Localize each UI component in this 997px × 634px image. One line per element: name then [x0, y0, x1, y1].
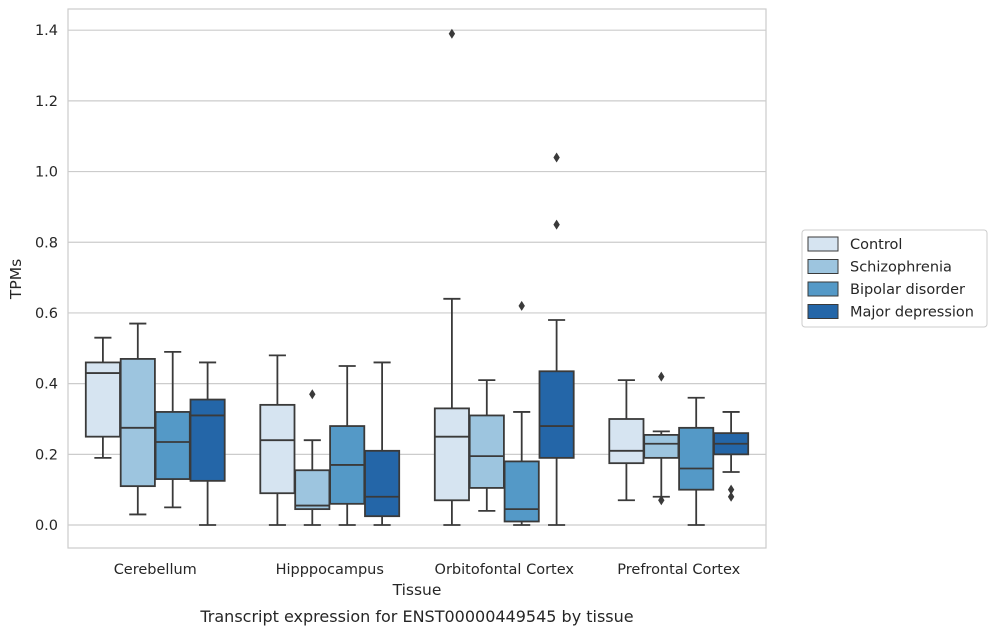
legend-label: Major depression: [850, 305, 974, 321]
plot-frame: [67, 8, 767, 549]
outlier-point: [518, 300, 525, 311]
y-tick-label: 0.2: [35, 447, 58, 463]
box-body: [608, 418, 645, 465]
y-tick-label: 0.6: [35, 306, 58, 322]
legend-label: Bipolar disorder: [850, 282, 965, 298]
box: [294, 389, 331, 526]
x-axis-title: Tissue: [392, 581, 442, 599]
box: [713, 411, 750, 502]
y-tick-label: 1.2: [35, 94, 58, 110]
box: [329, 365, 366, 526]
legend: Control Schizophrenia Bipolar disorder Majo…: [801, 229, 988, 328]
box-body: [189, 398, 226, 482]
x-axis-ticks: Cerebellum Hipppocampus Orbitofontal Corte…: [114, 562, 741, 578]
y-axis-ticks: 0.0 0.2 0.4 0.6 0.8 1.0 1.2 1.4: [35, 23, 58, 534]
box: [154, 350, 191, 509]
box: [364, 361, 401, 526]
series-control: [84, 28, 645, 526]
y-tick-label: 1.0: [35, 165, 58, 181]
box-body: [678, 426, 715, 491]
box: [433, 28, 470, 526]
legend-swatch: [807, 236, 839, 252]
box: [643, 371, 680, 506]
x-tick-label: Orbitofontal Cortex: [435, 562, 575, 578]
y-tick-label: 0.0: [35, 518, 58, 534]
box: [503, 300, 540, 526]
chart-caption: Transcript expression for ENST0000044954…: [199, 607, 633, 626]
box: [468, 379, 505, 512]
outlier-point: [309, 389, 316, 400]
box-body: [154, 411, 191, 480]
outlier-point: [658, 495, 665, 506]
box-body: [119, 358, 156, 488]
outlier-point: [727, 491, 735, 502]
legend-swatch: [807, 281, 839, 297]
box: [84, 336, 121, 459]
box-body: [503, 460, 540, 523]
box-body: [294, 469, 331, 511]
box: [678, 396, 715, 526]
y-tick-label: 1.4: [35, 23, 58, 39]
legend-frame: [801, 229, 988, 328]
x-tick-label: Cerebellum: [114, 562, 197, 578]
legend-label: Schizophrenia: [850, 260, 952, 276]
x-tick-label: Prefrontal Cortex: [617, 562, 740, 578]
outlier-point: [553, 219, 560, 230]
box-body: [364, 449, 401, 518]
y-tick-label: 0.8: [35, 235, 58, 251]
box: [259, 354, 296, 526]
box: [608, 379, 645, 502]
box-body: [538, 370, 575, 459]
outlier-point: [658, 371, 665, 382]
legend-swatch: [807, 259, 839, 274]
box: [189, 361, 226, 526]
box-body: [259, 403, 296, 495]
y-axis-title: TPMs: [7, 259, 25, 300]
legend-swatch: [807, 304, 839, 319]
series-bipolar-disorder: [154, 300, 715, 526]
box-body: [468, 414, 505, 489]
box-body: [433, 407, 470, 502]
box-body: [84, 361, 121, 438]
outlier-point: [553, 152, 560, 163]
box-body: [643, 433, 680, 459]
legend-label: Control: [850, 237, 902, 253]
series-major-depression: [189, 152, 750, 526]
outlier-point: [448, 28, 456, 39]
box-series: [84, 28, 750, 526]
series-schizophrenia: [119, 322, 680, 526]
y-tick-label: 0.4: [35, 377, 58, 393]
x-tick-label: Hipppocampus: [276, 562, 384, 578]
box: [538, 152, 575, 526]
outlier-point: [727, 484, 735, 495]
